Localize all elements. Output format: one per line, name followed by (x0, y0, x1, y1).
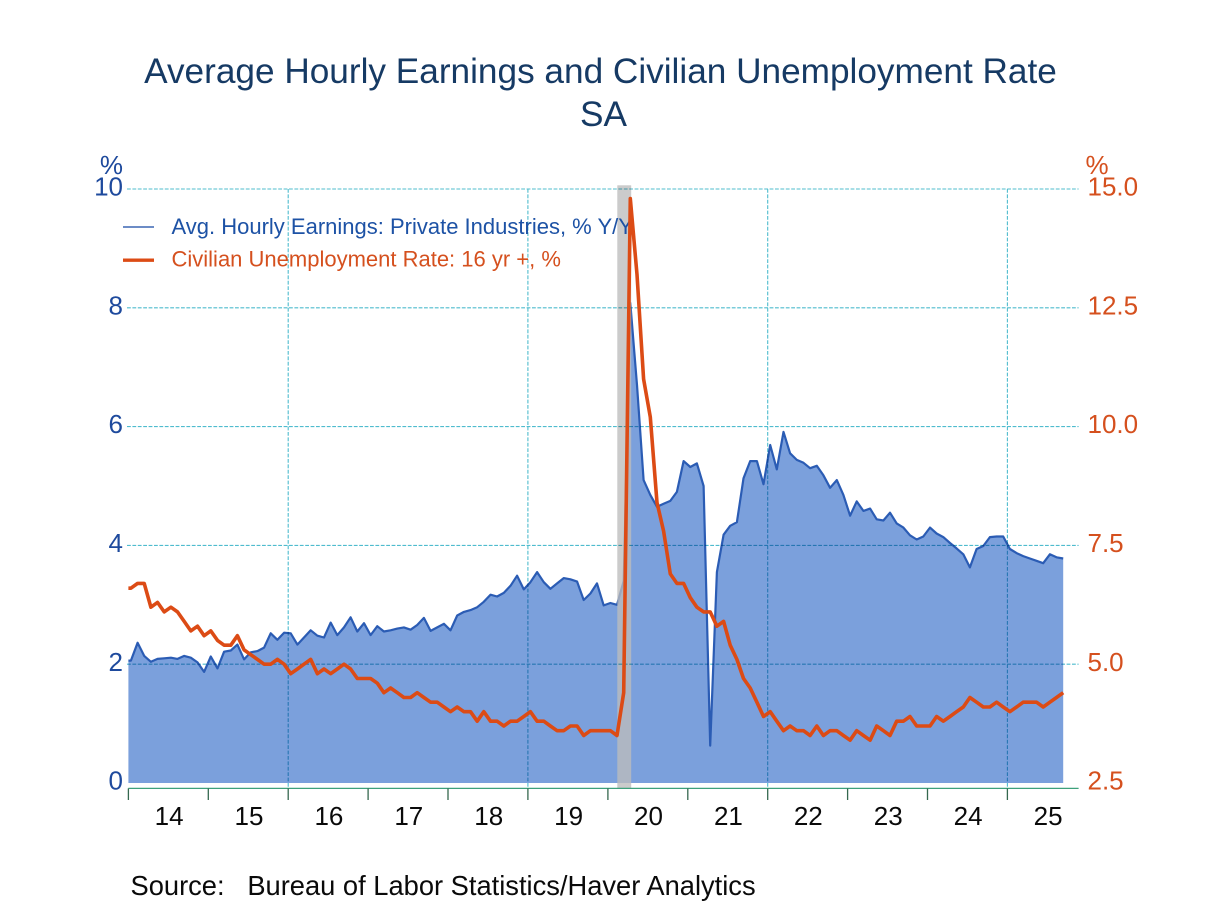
svg-text:20: 20 (634, 801, 663, 831)
svg-text:24: 24 (954, 801, 983, 831)
svg-text:22: 22 (794, 801, 823, 831)
svg-text:18: 18 (474, 801, 503, 831)
svg-text:5.0: 5.0 (1088, 647, 1124, 677)
svg-text:Average Hourly Earnings and Ci: Average Hourly Earnings and Civilian Une… (144, 52, 1057, 91)
svg-text:2: 2 (109, 647, 123, 677)
svg-text:17: 17 (394, 801, 423, 831)
svg-text:15.0: 15.0 (1088, 172, 1139, 202)
svg-text:10: 10 (94, 172, 123, 202)
svg-text:15: 15 (235, 801, 264, 831)
svg-text:19: 19 (554, 801, 583, 831)
svg-text:25: 25 (1034, 801, 1063, 831)
svg-text:16: 16 (314, 801, 343, 831)
svg-text:8: 8 (109, 290, 123, 320)
svg-text:23: 23 (874, 801, 903, 831)
svg-text:%: % (1086, 150, 1109, 180)
svg-text:14: 14 (155, 801, 184, 831)
svg-text:6: 6 (109, 409, 123, 439)
svg-text:2.5: 2.5 (1088, 766, 1124, 796)
svg-text:Source: Bureau of Labor Stat: Source: Bureau of Labor Statistics/Haver… (131, 870, 756, 901)
svg-text:4: 4 (109, 528, 123, 558)
svg-text:0: 0 (109, 766, 123, 796)
svg-text:Civilian Unemployment Rate: 16: Civilian Unemployment Rate: 16 yr +, % (172, 247, 561, 272)
svg-text:%: % (100, 150, 123, 180)
svg-text:SA: SA (580, 95, 627, 134)
svg-text:Avg. Hourly Earnings: Private: Avg. Hourly Earnings: Private Industries… (172, 214, 634, 239)
svg-text:7.5: 7.5 (1088, 528, 1124, 558)
svg-text:12.5: 12.5 (1088, 290, 1139, 320)
svg-text:10.0: 10.0 (1088, 409, 1139, 439)
svg-text:21: 21 (714, 801, 743, 831)
